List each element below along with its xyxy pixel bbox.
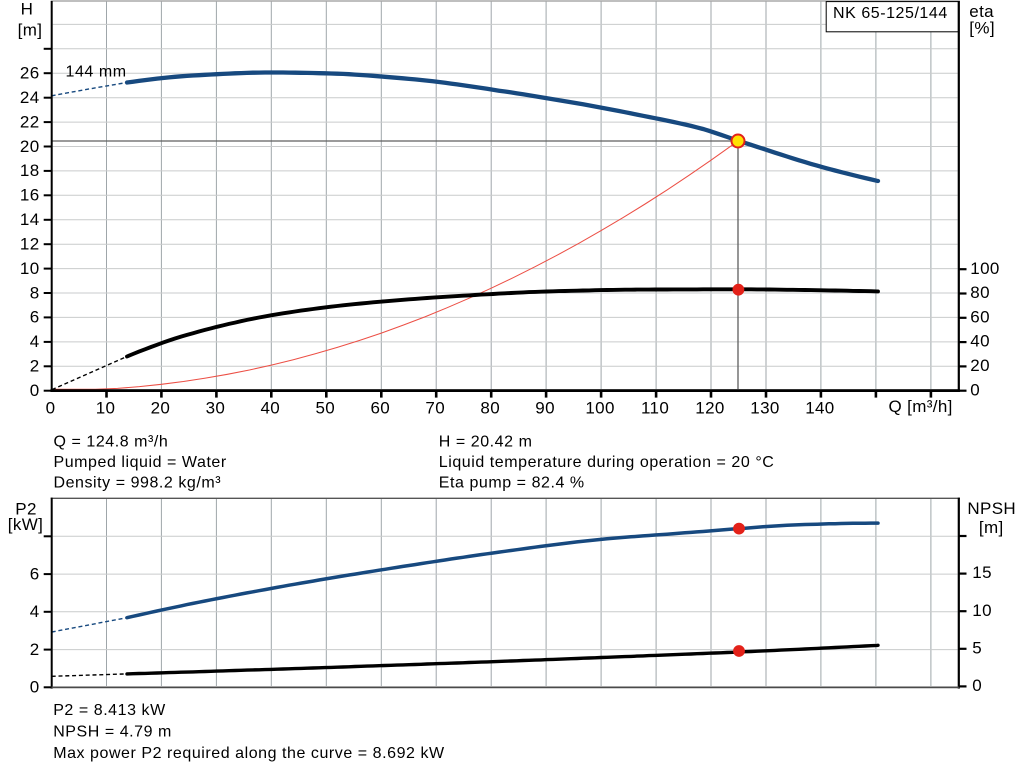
svg-text:110: 110 [641, 399, 669, 418]
svg-text:10: 10 [20, 259, 40, 278]
svg-text:120: 120 [695, 399, 724, 418]
svg-text:140: 140 [805, 399, 834, 418]
svg-text:Max power P2 required along th: Max power P2 required along the curve = … [53, 745, 445, 762]
svg-text:[m]: [m] [18, 20, 43, 39]
svg-text:60: 60 [370, 399, 390, 418]
svg-text:8: 8 [30, 283, 40, 302]
svg-text:24: 24 [20, 88, 40, 107]
svg-text:90: 90 [535, 399, 555, 418]
svg-text:[m]: [m] [979, 518, 1004, 537]
svg-text:20: 20 [151, 399, 171, 418]
svg-text:Q = 124.8 m³/h: Q = 124.8 m³/h [54, 434, 169, 451]
svg-text:H = 20.42 m: H = 20.42 m [439, 434, 533, 451]
svg-text:20: 20 [20, 137, 40, 156]
svg-text:80: 80 [970, 283, 990, 302]
svg-text:Liquid temperature during oper: Liquid temperature during operation = 20… [439, 454, 775, 471]
svg-text:0: 0 [46, 399, 56, 418]
svg-text:18: 18 [20, 161, 40, 180]
svg-text:P2 = 8.413 kW: P2 = 8.413 kW [53, 702, 166, 719]
svg-text:70: 70 [425, 399, 445, 418]
svg-text:Pumped liquid = Water: Pumped liquid = Water [54, 454, 227, 471]
svg-text:20: 20 [970, 356, 990, 375]
svg-text:10: 10 [96, 399, 116, 418]
svg-text:50: 50 [315, 399, 335, 418]
svg-text:Q [m³/h]: Q [m³/h] [889, 397, 953, 416]
svg-text:0: 0 [30, 678, 40, 697]
svg-text:14: 14 [20, 210, 40, 229]
svg-text:5: 5 [972, 638, 982, 657]
svg-text:4: 4 [30, 602, 40, 621]
svg-text:0: 0 [970, 380, 980, 399]
svg-text:144 mm: 144 mm [66, 63, 127, 80]
svg-text:26: 26 [20, 64, 40, 83]
svg-text:[kW]: [kW] [8, 515, 43, 534]
svg-text:NK 65-125/144: NK 65-125/144 [833, 5, 948, 22]
svg-text:2: 2 [30, 640, 40, 659]
svg-text:40: 40 [260, 399, 280, 418]
svg-text:0: 0 [972, 676, 982, 695]
svg-text:30: 30 [206, 399, 226, 418]
svg-text:100: 100 [970, 259, 999, 278]
svg-text:80: 80 [480, 399, 500, 418]
svg-text:4: 4 [30, 332, 40, 351]
svg-text:NPSH = 4.79 m: NPSH = 4.79 m [53, 724, 172, 741]
svg-text:eta: eta [969, 2, 994, 21]
svg-text:60: 60 [970, 307, 990, 326]
svg-text:2: 2 [30, 357, 40, 376]
svg-text:40: 40 [970, 332, 990, 351]
svg-text:100: 100 [585, 399, 614, 418]
svg-text:NPSH: NPSH [967, 499, 1016, 518]
svg-text:12: 12 [20, 235, 40, 254]
svg-text:15: 15 [972, 563, 992, 582]
svg-text:0: 0 [30, 381, 40, 400]
svg-text:Eta pump = 82.4 %: Eta pump = 82.4 % [439, 474, 585, 491]
svg-text:H: H [21, 0, 34, 19]
svg-text:6: 6 [30, 564, 40, 583]
svg-text:[%]: [%] [969, 19, 995, 38]
svg-text:10: 10 [972, 601, 992, 620]
svg-text:22: 22 [20, 112, 40, 131]
svg-text:P2: P2 [15, 499, 37, 518]
svg-text:16: 16 [20, 186, 40, 205]
svg-text:130: 130 [750, 399, 779, 418]
svg-text:6: 6 [30, 308, 40, 327]
svg-text:Density = 998.2 kg/m³: Density = 998.2 kg/m³ [54, 474, 222, 491]
